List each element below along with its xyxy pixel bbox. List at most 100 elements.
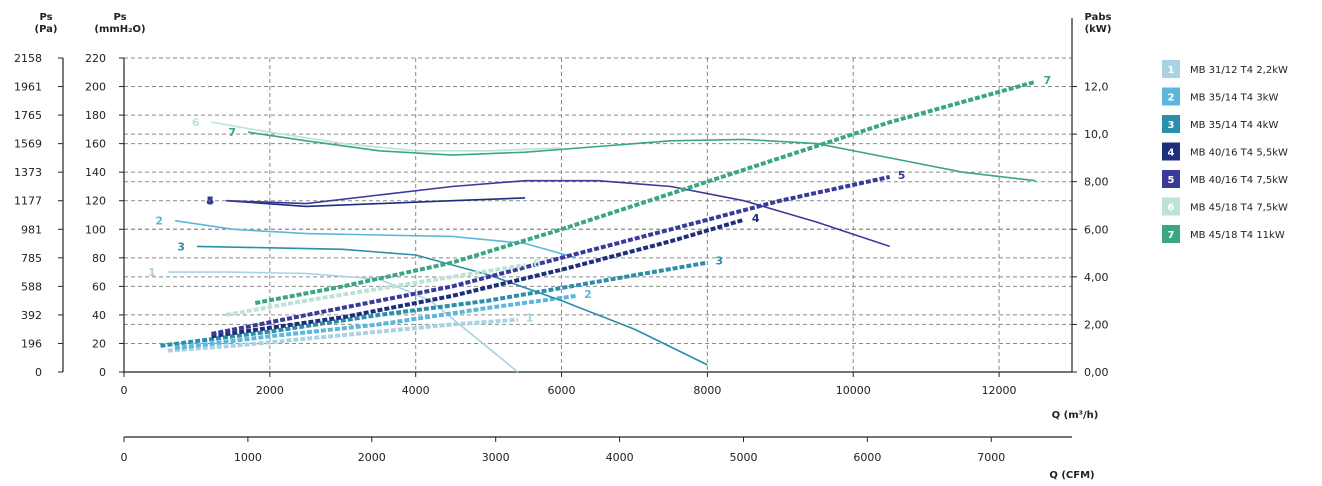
legend-number-6: 6 [1168,203,1175,214]
x-cfm-tick-label: 3000 [482,451,510,464]
left-inner-tick-label: 40 [92,309,106,322]
pressure-curve-label-2: 2 [155,215,163,228]
legend-label-5: MB 40/16 T4 7,5kW [1190,175,1288,186]
left-outer-tick-label: 785 [21,252,42,265]
power-curve-6 [225,263,526,317]
pressure-curve-label-7: 7 [228,126,236,139]
pressure-curve-label-6: 6 [192,116,200,129]
pressure-curve-label-5: 5 [206,195,214,208]
legend-label-3: MB 35/14 T4 4kW [1190,120,1278,131]
left-inner-tick-label: 60 [92,280,106,293]
x-m3h-tick-label: 8000 [693,384,721,397]
legend-number-2: 2 [1168,93,1175,104]
x-m3h-tick-label: 0 [121,384,128,397]
pressure-curve-7 [247,131,1036,182]
x-m3h-tick-label: 12000 [982,384,1017,397]
left-outer-tick-label: 392 [21,309,42,322]
left-inner-tick-label: 100 [85,223,106,236]
left-outer-tick-label: 1569 [14,138,42,151]
legend-label-1: MB 31/12 T4 2,2kW [1190,65,1288,76]
power-curve-label-4: 4 [752,212,760,225]
chart-grid [124,57,1072,373]
power-curve-label-3: 3 [715,255,723,268]
legend-swatch-2 [1162,87,1180,106]
right-tick-label: 0,00 [1084,366,1109,379]
left-outer-tick-label: 981 [21,223,42,236]
right-tick-label: 12,0 [1084,81,1109,94]
legend-swatch-7 [1162,225,1180,243]
left-outer-axis-title-2: (Pa) [35,24,58,35]
right-tick-label: 8,00 [1084,176,1109,189]
x-cfm-tick-label: 0 [121,451,128,464]
left-inner-axis-title-2: (mmH₂O) [94,24,145,35]
right-axis: 12,0 10,0 8,00 6,00 4,00 2,00 0,00 [1071,18,1109,379]
left-inner-tick-label: 20 [92,337,106,350]
left-inner-axis-title-1: Ps [113,12,126,23]
left-outer-tick-label: 588 [21,280,42,293]
power-curve-2 [174,293,577,351]
left-outer-tick-label: 196 [21,337,42,350]
legend-label-2: MB 35/14 T4 3kW [1190,93,1278,104]
power-curve-7 [254,79,1037,305]
power-curve-label-6: 6 [533,257,541,270]
right-axis-title-2: (kW) [1085,24,1112,35]
power-curve-label-7: 7 [1044,74,1052,87]
left-inner-tick-label: 120 [85,195,106,208]
x-m3h-tick-label: 6000 [548,384,576,397]
legend-number-1: 1 [1168,65,1175,76]
left-inner-tick-label: 180 [85,109,106,122]
legend-label-7: MB 45/18 T4 11kW [1190,230,1285,241]
power-curve-3 [160,260,708,348]
x-cfm-tick-label: 6000 [853,451,881,464]
left-inner-tick-label: 140 [85,166,106,179]
pressure-curve-label-3: 3 [177,240,185,253]
left-inner-tick-label: 160 [85,138,106,151]
left-outer-tick-label: 1961 [14,81,42,94]
power-curve-label-1: 1 [526,312,534,325]
right-tick-label: 6,00 [1084,223,1109,236]
pressure-curve-4 [226,197,526,208]
x-m3h-tick-label: 10000 [836,384,871,397]
left-outer-axis-title-1: Ps [39,12,52,23]
x-m3h-tick-label: 4000 [402,384,430,397]
right-tick-label: 4,00 [1084,271,1109,284]
pressure-curve-2 [174,219,577,259]
right-tick-label: 2,00 [1084,318,1109,331]
legend-swatch-6 [1162,197,1180,216]
x-cfm-tick-label: 5000 [729,451,757,464]
pressure-curve-5 [226,179,890,248]
legend: 1 MB 31/12 T4 2,2kW 2 MB 35/14 T4 3kW 3 MB 35… [1162,60,1288,243]
legend-number-4: 4 [1168,148,1175,159]
x-axis-m3h: 0 2000 4000 6000 8000 10000 12000 [121,371,1072,397]
legend-label-6: MB 45/18 T4 7,5kW [1190,203,1288,214]
x-cfm-tick-label: 1000 [234,451,262,464]
legend-swatch-3 [1162,115,1180,133]
legend-label-4: MB 40/16 T4 5,5kW [1190,148,1288,159]
legend-number-7: 7 [1168,230,1175,241]
power-curve-label-2: 2 [584,288,592,301]
legend-swatch-1 [1162,60,1180,78]
x-axis-m3h-title: Q (m³/h) [1052,410,1099,421]
power-curve-label-5: 5 [898,169,906,182]
left-outer-tick-label: 2158 [14,52,42,65]
x-m3h-tick-label: 2000 [256,384,284,397]
power-curve-1 [167,317,518,353]
left-outer-tick-label: 1177 [14,195,42,208]
x-axis-cfm-title: Q (CFM) [1049,470,1094,481]
pressure-curve-label-4: 4 [206,195,214,208]
power-curve-5 [211,174,891,336]
x-cfm-tick-label: 7000 [977,451,1005,464]
x-cfm-tick-label: 2000 [358,451,386,464]
x-axis-cfm: 0 1000 2000 3000 4000 5000 6000 7000 [121,436,1072,464]
pressure-curve-3 [196,245,708,366]
legend-swatch-4 [1162,142,1180,161]
left-inner-tick-label: 80 [92,252,106,265]
right-axis-title-1: Pabs [1085,12,1112,23]
left-outer-tick-label: 1373 [14,166,42,179]
right-tick-label: 10,0 [1084,128,1109,141]
left-inner-tick-label: 0 [99,366,106,379]
legend-number-3: 3 [1168,120,1175,131]
